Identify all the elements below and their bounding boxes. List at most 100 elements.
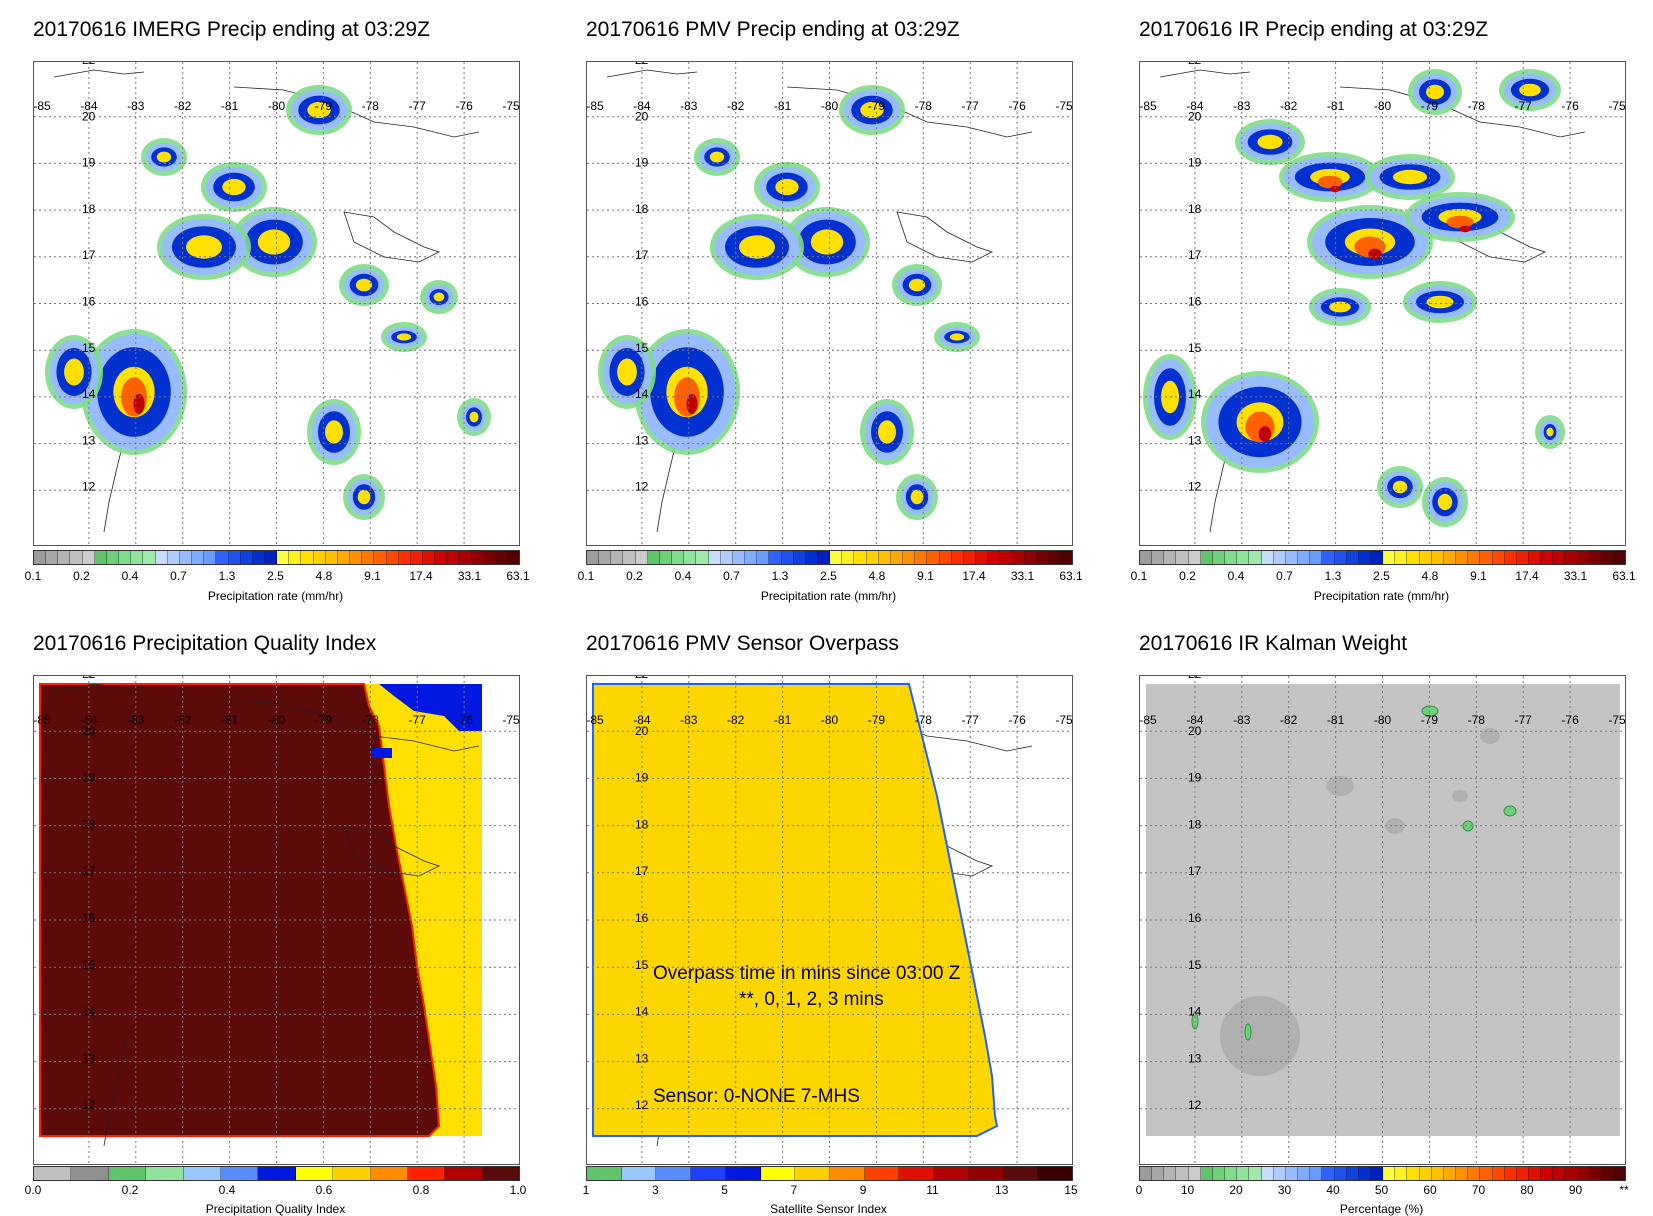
lat-tick-label: 15 (82, 958, 96, 972)
colorbar-swatch (407, 1167, 446, 1180)
lat-lon-grid (34, 676, 519, 1164)
lon-tick-label: -82 (727, 99, 745, 113)
colorbar-swatch (817, 551, 831, 564)
colorbar-tick-label: 1.3 (771, 569, 789, 583)
map-kalman-svg: -85 -84 -83 -82 -81 -80 -79 -78 -77 -76 -75 22 20 19 1… (1140, 676, 1625, 1164)
colorbar-swatch (1188, 551, 1201, 564)
colorbar-swatch (656, 1167, 692, 1180)
colorbar-tick-label: 9 (859, 1183, 867, 1197)
colorbar-tick-label: 0 (1135, 1183, 1143, 1197)
colorbar-swatch (1285, 551, 1299, 564)
quality-blue-patch (372, 748, 392, 758)
colorbar-swatch (1492, 551, 1505, 564)
colorbar-swatch (635, 551, 648, 564)
lat-tick-label: 19 (82, 771, 96, 785)
colorbar-swatch (240, 551, 253, 564)
colorbar-tick-label: 0.4 (218, 1183, 236, 1197)
colorbar-tick-label: 0.4 (121, 569, 139, 583)
colorbar-title-ir: Precipitation rate (mm/hr) (1313, 589, 1450, 603)
colorbar-tick-label: 1.0 (509, 1183, 527, 1197)
colorbar-swatch (1000, 551, 1013, 564)
colorbar-swatch (1370, 551, 1384, 564)
tick-labels: -85 -84 -83 -82 -81 -80 -79 -78 -77 -76 -75 22 20 19 1… (1140, 62, 1625, 494)
colorbar-swatch (1358, 1167, 1371, 1180)
colorbar-swatch (1261, 1167, 1274, 1180)
colorbar-swatch (1468, 551, 1481, 564)
lat-tick-label: 13 (1188, 1051, 1202, 1065)
lat-tick-label: 18 (635, 202, 649, 216)
colorbar-swatch (1516, 551, 1529, 564)
colorbar-swatch (769, 551, 782, 564)
quality-blue-region (379, 684, 482, 731)
colorbar-swatch (289, 551, 302, 564)
map-sensor-svg: -85 -84 -83 -82 -81 -80 -79 -78 -77 -76 -75 22 20 19 1… (587, 676, 1072, 1164)
lat-tick-label: 20 (1188, 109, 1202, 123)
precip-contour-intense (1329, 301, 1351, 313)
colorbar-tick-label: 0.2 (626, 569, 643, 583)
lon-tick-label: -79 (868, 99, 886, 113)
colorbar-swatch (1407, 551, 1420, 564)
colorbar-swatch (899, 1167, 935, 1180)
lon-tick-label: -77 (409, 99, 427, 113)
colorbar-swatch (1565, 551, 1578, 564)
colorbar-swatch (1273, 551, 1286, 564)
colorbar-swatch (903, 551, 916, 564)
colorbar-swatch (1589, 1167, 1602, 1180)
colorbar-precip-imerg (33, 550, 520, 565)
lat-lon-grid (1140, 676, 1625, 1164)
colorbar-swatch (1541, 551, 1554, 564)
precip-contour-intense (860, 101, 884, 119)
colorbar-swatch (866, 551, 879, 564)
colorbar-swatch (350, 551, 363, 564)
colorbar-title-quality: Precipitation Quality Index (205, 1202, 346, 1216)
lat-tick-label: 12 (1188, 1098, 1202, 1112)
precip-contour-intense (1519, 83, 1541, 97)
lon-tick-label: -83 (1233, 713, 1251, 727)
cuba-coast (53, 683, 480, 752)
tick-labels: -85 -84 -83 -82 -81 -80 -79 -78 -77 -76 -75 22 20 19 1… (34, 676, 519, 1112)
precip-contour-intense (775, 178, 799, 196)
lat-tick-label: 17 (1188, 864, 1202, 878)
colorbar-tick-label: 15 (1064, 1183, 1078, 1197)
colorbar-swatch (1431, 1167, 1444, 1180)
colorbar-swatch (890, 551, 904, 564)
colorbar-swatch (386, 551, 399, 564)
colorbar-swatch (70, 551, 83, 564)
lon-tick-label: -85 (34, 713, 51, 727)
map-ir-svg: -85 -84 -83 -82 -81 -80 -79 -78 -77 -76 -75 22 20 19 1… (1140, 62, 1625, 545)
colorbar-swatch (216, 551, 229, 564)
colorbar-tick-label: 80 (1520, 1183, 1534, 1197)
lat-tick-label: 17 (82, 248, 96, 262)
colorbar-swatch (1358, 551, 1371, 564)
lat-tick-label: 17 (635, 864, 649, 878)
lat-tick-label: 19 (82, 156, 96, 170)
colorbar-tick-label: 17.4 (409, 569, 433, 583)
precip-contour-intense (325, 420, 343, 444)
colorbar-swatch (183, 1167, 221, 1180)
precip-field (1143, 69, 1565, 527)
colorbar-swatch (445, 1167, 483, 1180)
lat-tick-label: 16 (635, 295, 649, 309)
lon-tick-label: -76 (1561, 713, 1579, 727)
lon-tick-label: -77 (1515, 99, 1533, 113)
colorbar-tick-label: 0.2 (1179, 569, 1196, 583)
colorbar-swatch (757, 551, 770, 564)
colorbar-tick-label: 4.8 (315, 569, 333, 583)
colorbar-swatch (252, 551, 265, 564)
colorbar-tick-label: 5 (721, 1183, 728, 1197)
colorbar-swatch (46, 551, 59, 564)
overpass-time-label: Overpass time in mins since 03:00 Z (653, 963, 961, 984)
tick-labels: -85 -84 -83 -82 -81 -80 -79 -78 -77 -76 -75 22 20 19 1… (587, 676, 1072, 1112)
colorbar-swatch (258, 1167, 296, 1180)
lon-tick-label: -76 (455, 713, 473, 727)
colorbar-swatch (1577, 551, 1590, 564)
colorbar-swatch (1443, 551, 1457, 564)
colorbar-tick-label: 30 (1277, 1183, 1292, 1197)
lon-tick-label: -80 (821, 713, 839, 727)
colorbar-tick-label: 0.1 (577, 569, 595, 583)
colorbar-swatch (1188, 1167, 1201, 1180)
panel-title: 20170616 Precipitation Quality Index (33, 632, 377, 655)
lat-tick-label: 20 (82, 109, 96, 123)
colorbar-swatch (1012, 551, 1025, 564)
colorbar-swatch (82, 551, 95, 564)
